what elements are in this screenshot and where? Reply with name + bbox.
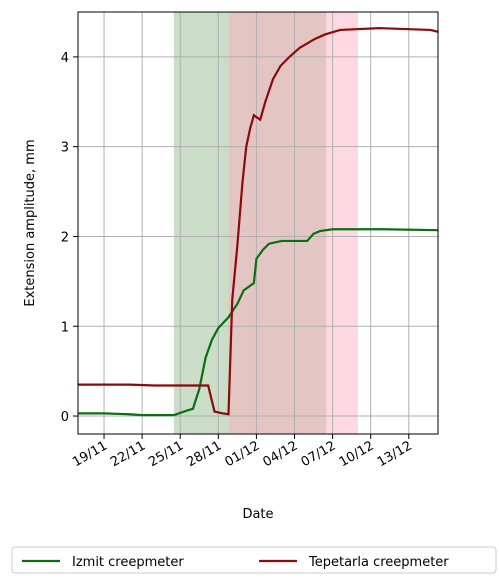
x-tick-label: 04/12 xyxy=(261,438,301,470)
legend-box xyxy=(11,546,497,574)
x-tick-label: 01/12 xyxy=(222,438,262,470)
x-tick-label: 28/11 xyxy=(184,438,224,470)
shaded-span xyxy=(173,12,229,434)
x-tick-label: 19/11 xyxy=(70,438,110,470)
x-tick-label: 07/12 xyxy=(299,438,339,470)
x-tick-label: 22/11 xyxy=(108,438,148,470)
shaded-span xyxy=(228,12,327,434)
plot-frame xyxy=(77,11,439,435)
y-tick-label: 0 xyxy=(61,410,69,425)
y-axis-label: Extension amplitude, mm xyxy=(23,139,38,306)
legend-label: Tepetarla creepmeter xyxy=(308,555,449,570)
x-tick-label: 25/11 xyxy=(146,438,186,470)
y-tick-label: 2 xyxy=(61,230,69,245)
y-tick-label: 3 xyxy=(61,141,69,156)
legend-label: Izmit creepmeter xyxy=(72,555,184,570)
y-tick-label: 1 xyxy=(61,320,69,335)
x-tick-label: 13/12 xyxy=(375,438,415,470)
y-tick-label: 4 xyxy=(61,51,69,66)
data-line xyxy=(78,27,439,416)
x-tick-label: 10/12 xyxy=(337,438,377,470)
x-axis-label: Date xyxy=(242,507,273,522)
